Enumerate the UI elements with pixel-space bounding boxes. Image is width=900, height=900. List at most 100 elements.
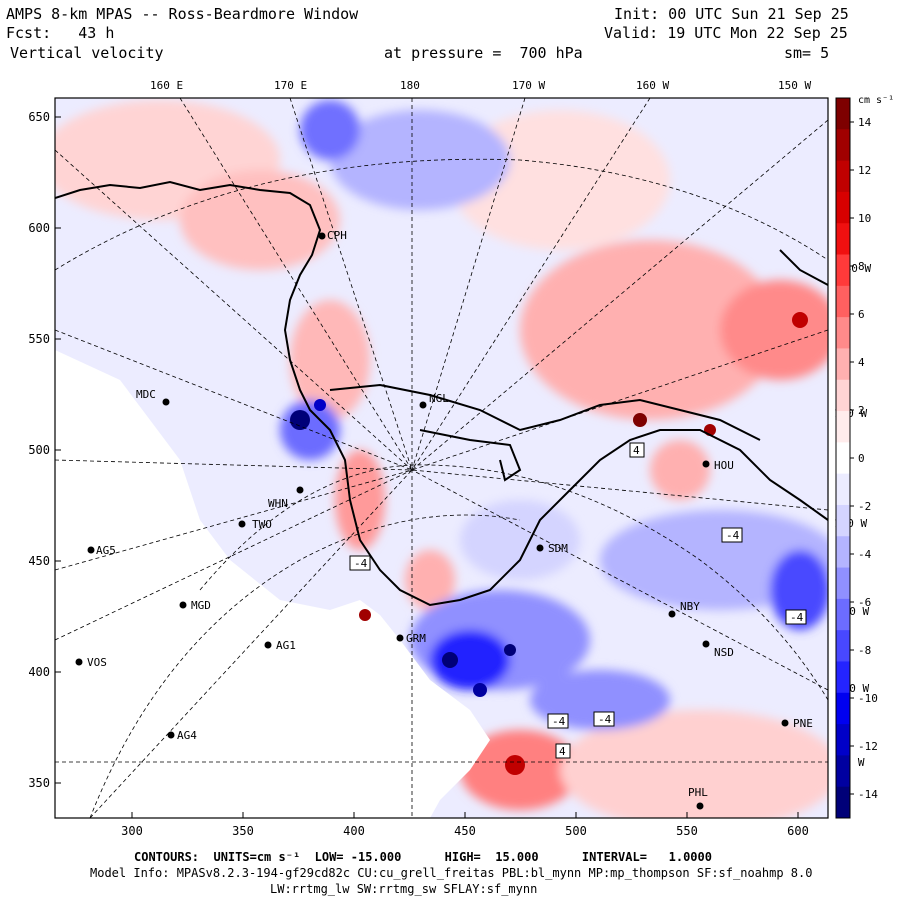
stations: CPH MDC NGL WHN TWO AG5 SDM MGD AG1 GRM … bbox=[75, 229, 813, 810]
x-tick: 350 bbox=[232, 812, 254, 838]
x-axis: 300 350 400 450 500 550 600 bbox=[121, 812, 809, 838]
x-tick: 450 bbox=[454, 812, 476, 838]
colorbar-label: 10 bbox=[858, 212, 871, 225]
colorbar: cm s⁻¹ 14 12 10 8 6 4 2 0 -2 -4 -6 -8 -10 -12 -14 bbox=[835, 95, 894, 819]
colorbar-cell bbox=[836, 442, 850, 475]
model-info: Model Info: MPASv8.2.3-194-gf29cd82c CU:… bbox=[90, 866, 813, 880]
colorbar-label: 12 bbox=[858, 164, 871, 177]
contour-label: -4 bbox=[721, 527, 743, 543]
x-tick: 400 bbox=[343, 812, 365, 838]
colorbar-cell bbox=[836, 598, 850, 631]
station-phl: PHL bbox=[688, 786, 708, 810]
lon-label: 170 W bbox=[512, 79, 545, 92]
x-tick: 300 bbox=[121, 812, 143, 838]
no-data-region bbox=[55, 350, 490, 818]
y-tick: 400 bbox=[28, 665, 61, 679]
colorbar-cell bbox=[836, 630, 850, 662]
init-time: Init: 00 UTC Sun 21 Sep 25 bbox=[614, 5, 849, 23]
svg-text:NBY: NBY bbox=[680, 600, 700, 613]
title: AMPS 8-km MPAS -- Ross-Beardmore Window bbox=[6, 5, 359, 23]
colorbar-label: -14 bbox=[858, 788, 878, 801]
contour-label: 4 bbox=[629, 442, 645, 458]
colorbar-cell bbox=[836, 191, 850, 224]
forecast-hour: Fcst: 43 h bbox=[6, 24, 115, 42]
svg-text:400: 400 bbox=[343, 824, 365, 838]
colorbar-cell bbox=[836, 348, 850, 381]
colorbar-label: -12 bbox=[858, 740, 878, 753]
colorbar-labels: 14 12 10 8 6 4 2 0 -2 -4 -6 -8 -10 -12 -14 bbox=[850, 116, 878, 801]
svg-text:300: 300 bbox=[121, 824, 143, 838]
station-nby: NBY bbox=[668, 600, 700, 618]
contour-info: CONTOURS: UNITS=cm s⁻¹ LOW= -15.000 HIGH… bbox=[134, 850, 712, 864]
svg-text:-4: -4 bbox=[354, 557, 368, 570]
colorbar-label: -6 bbox=[858, 596, 871, 609]
colorbar-cell bbox=[836, 473, 850, 506]
lon-label: 170 E bbox=[274, 79, 307, 92]
map-figure: -4 -4 -4 -4 4 4 2 -4 CPH MDC NGL WHN TWO… bbox=[28, 79, 894, 838]
pressure-level: at pressure = 700 hPa bbox=[384, 44, 583, 62]
station-ngl: NGL bbox=[419, 392, 449, 409]
svg-text:400: 400 bbox=[28, 665, 50, 679]
field-name: Vertical velocity bbox=[10, 44, 164, 62]
colorbar-label: 6 bbox=[858, 308, 865, 321]
lon-label: 180 bbox=[400, 79, 420, 92]
colorbar-label: 14 bbox=[858, 116, 872, 129]
coastline bbox=[55, 180, 828, 607]
y-axis: 650 600 550 500 450 400 350 bbox=[28, 110, 61, 790]
station-cph: CPH bbox=[318, 229, 347, 242]
contour-label: -4 bbox=[547, 713, 569, 729]
colorbar-cell bbox=[836, 661, 850, 694]
svg-text:MGD: MGD bbox=[191, 599, 211, 612]
colorbar-cell bbox=[836, 536, 850, 569]
station-vos: VOS bbox=[75, 656, 107, 669]
colorbar-label: -4 bbox=[858, 548, 872, 561]
station-mgd: MGD bbox=[179, 599, 211, 612]
svg-text:-4: -4 bbox=[726, 529, 740, 542]
svg-text:MDC: MDC bbox=[136, 388, 156, 401]
svg-text:650: 650 bbox=[28, 110, 50, 124]
colorbar-cell bbox=[836, 379, 850, 412]
svg-text:550: 550 bbox=[676, 824, 698, 838]
colorbar-label: -8 bbox=[858, 644, 871, 657]
colorbar-label: 0 bbox=[858, 452, 865, 465]
colorbar-cell bbox=[836, 254, 850, 287]
svg-text:PHL: PHL bbox=[688, 786, 708, 799]
colorbar-label: 4 bbox=[858, 356, 865, 369]
station-whn: WHN bbox=[268, 486, 304, 510]
x-tick: 600 bbox=[787, 812, 809, 838]
top-axis: 160 E 170 E 180 170 W 160 W 150 W bbox=[150, 79, 811, 92]
colorbar-cell bbox=[836, 317, 850, 349]
y-tick: 650 bbox=[28, 110, 61, 124]
svg-text:WHN: WHN bbox=[268, 497, 288, 510]
svg-text:NSD: NSD bbox=[714, 646, 734, 659]
contour-label: -4 bbox=[349, 555, 371, 571]
colorbar-label: 8 bbox=[858, 260, 865, 273]
svg-text:550: 550 bbox=[28, 332, 50, 346]
svg-text:HOU: HOU bbox=[714, 459, 734, 472]
station-grm: GRM bbox=[396, 632, 426, 645]
svg-text:-4: -4 bbox=[790, 611, 804, 624]
lon-label: 160 E bbox=[150, 79, 183, 92]
contour-label: -4 bbox=[593, 711, 615, 727]
station-ag5: AG5 bbox=[87, 544, 116, 557]
colorbar-cell bbox=[836, 223, 850, 256]
map-panel bbox=[55, 98, 828, 818]
smoothing: sm= 5 bbox=[784, 44, 830, 62]
x-tick: 500 bbox=[565, 812, 587, 838]
colorbar-cell bbox=[836, 98, 850, 130]
svg-text:500: 500 bbox=[565, 824, 587, 838]
colorbar-cell bbox=[836, 160, 850, 193]
lon-label: 160 W bbox=[636, 79, 669, 92]
station-hou: HOU bbox=[702, 459, 734, 472]
svg-text:350: 350 bbox=[28, 776, 50, 790]
lon-label: 150 W bbox=[778, 79, 811, 92]
colorbar-cell bbox=[836, 285, 850, 318]
station-two: TWO bbox=[238, 518, 272, 531]
colorbar-label: -2 bbox=[858, 500, 871, 513]
svg-text:AG1: AG1 bbox=[276, 639, 296, 652]
y-tick: 550 bbox=[28, 332, 61, 346]
y-tick: 350 bbox=[28, 776, 61, 790]
svg-text:AG4: AG4 bbox=[177, 729, 197, 742]
colorbar-label: 2 bbox=[858, 404, 865, 417]
colorbar-cell bbox=[836, 504, 850, 537]
